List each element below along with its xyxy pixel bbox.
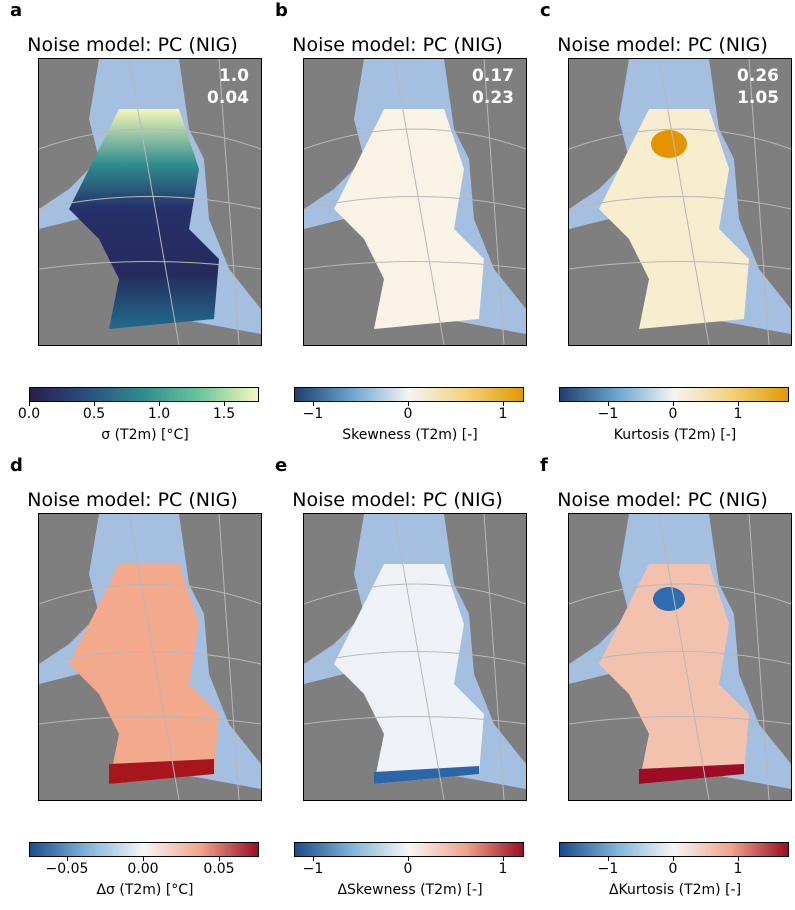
colorbar-label: Δσ (T2m) [°C] [96,882,194,898]
edge-band [109,759,214,784]
panel-title: Noise model: PC (NIG) [557,489,768,511]
tick-label: 0 [403,861,413,877]
panel-letter: d [10,455,23,476]
panel-letter: e [275,455,288,476]
map-svg [569,59,791,345]
hotspot [651,130,687,158]
ocean-field [69,109,219,329]
map-svg [304,514,526,800]
tick-label: −1 [597,861,619,877]
graticule [39,514,261,800]
stats: 0.17 0.23 [472,65,514,109]
graticule [304,59,526,345]
map [38,513,262,801]
tick-label: 1.5 [212,406,236,422]
stat-value: 0.17 [472,66,514,86]
colorbar-label: Kurtosis (T2m) [-] [613,427,737,443]
land [569,59,791,345]
panel-letter: f [540,455,548,476]
tick-label: 1.0 [147,406,171,422]
tick-label: −0.05 [45,861,89,877]
map-svg [569,514,791,800]
tick-label: 1 [733,406,743,422]
panel-b: b Noise model: PC (NIG) 0.17 0.23 −1 0 1… [265,0,530,455]
colorbar-ticks: −1 0 1 [559,856,789,877]
panel-a: a Noise model: PC (NIG) [0,0,265,455]
tick-label: 1 [498,861,508,877]
stats: 1.0 0.04 [207,65,249,109]
colorbar-ticks: −1 0 1 [559,401,789,422]
tick-label: 0.0 [17,406,41,422]
map-svg [39,59,261,345]
graticule [304,514,526,800]
stat-value: 1.0 [218,66,249,86]
map-svg [39,514,261,800]
ocean-field [599,109,749,329]
colorbar-label: ΔKurtosis (T2m) [-] [608,882,742,898]
tick-label: −1 [302,406,324,422]
colorbar-ticks: −0.05 0.00 0.05 [29,856,259,877]
tick-label: 1 [733,861,743,877]
panel-f: f Noise model: PC (NIG) −1 0 1 ΔKurtosis… [530,455,795,910]
panel-d: d Noise model: PC (NIG) −0.05 0.00 0.05 … [0,455,265,910]
colorbar [294,387,524,402]
map: 0.26 1.05 [568,58,792,346]
ocean-field [69,564,219,784]
tick-label: −1 [597,406,619,422]
edge-band [374,766,479,784]
panel-title: Noise model: PC (NIG) [27,489,238,511]
edge-band [639,764,744,784]
stat-value: 0.23 [472,88,514,108]
tick-label: 0 [668,406,678,422]
cold-spot [653,587,685,611]
panel-title: Noise model: PC (NIG) [557,34,768,56]
colorbar-ticks: 0.0 0.5 1.0 1.5 [18,401,259,422]
colorbar-label: ΔSkewness (T2m) [-] [337,882,483,898]
panel-title: Noise model: PC (NIG) [292,34,503,56]
tick-label: 0 [668,861,678,877]
colorbar [29,387,259,402]
panel-letter: c [540,0,551,21]
colorbar [559,387,789,402]
colorbar [559,842,789,857]
tick-label: −1 [302,861,324,877]
stat-value: 1.05 [737,88,779,108]
colorbar-label: Skewness (T2m) [-] [342,427,478,443]
panel-letter: a [10,0,23,21]
panel-title: Noise model: PC (NIG) [292,489,503,511]
colorbar-ticks: −1 0 1 [294,856,524,877]
map [568,513,792,801]
graticule [569,514,791,800]
ocean-field [599,564,749,784]
colorbar-label: σ (T2m) [°C] [101,427,189,443]
map: 1.0 0.04 [38,58,262,346]
stat-value: 0.26 [737,66,779,86]
graticule [39,59,261,345]
map-svg [304,59,526,345]
tick-label: 0.5 [82,406,106,422]
panel-title: Noise model: PC (NIG) [27,34,238,56]
map [303,513,527,801]
panel-c: c Noise model: PC (NIG) 0.26 1.05 −1 0 1 [530,0,795,455]
tick-label: 1 [498,406,508,422]
colorbar [294,842,524,857]
tick-label: 0.00 [127,861,159,877]
panel-e: e Noise model: PC (NIG) −1 0 1 ΔSkewness… [265,455,530,910]
stats: 0.26 1.05 [737,65,779,109]
colorbar [29,842,259,857]
colorbar-ticks: −1 0 1 [294,401,524,422]
panel-letter: b [275,0,288,21]
tick-label: 0 [403,406,413,422]
stat-value: 0.04 [207,88,249,108]
ocean-field [334,109,484,329]
map: 0.17 0.23 [303,58,527,346]
ocean-field [334,564,484,784]
tick-label: 0.05 [203,861,235,877]
graticule [569,59,791,345]
